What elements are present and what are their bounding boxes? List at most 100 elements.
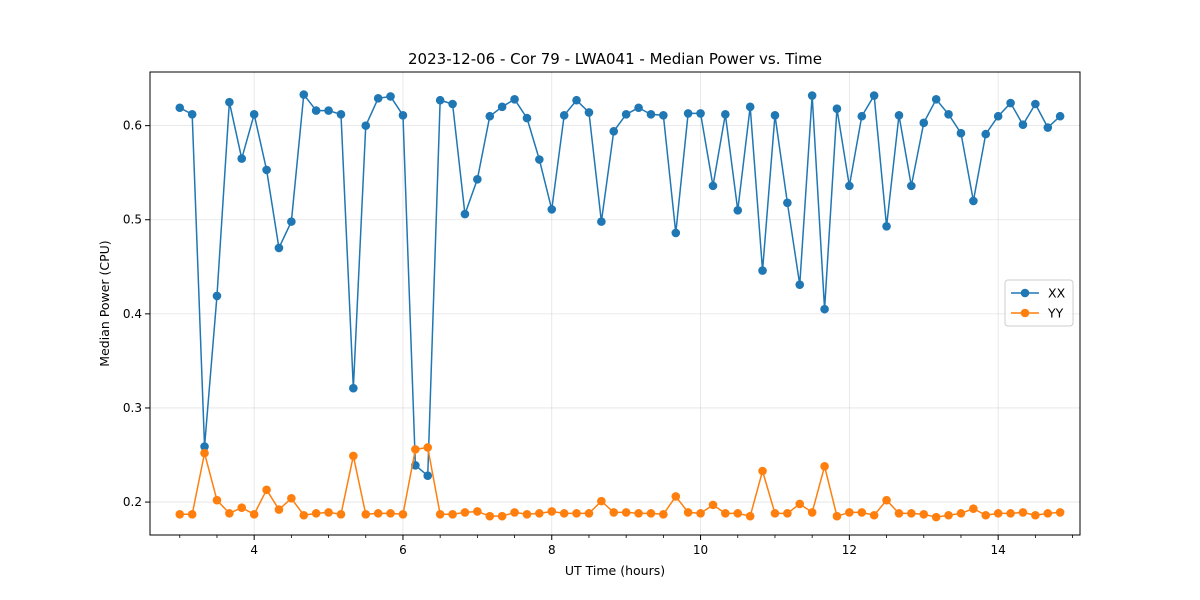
x-tick-label: 4: [250, 543, 258, 557]
data-point-yy: [1055, 508, 1065, 517]
data-point-xx: [857, 111, 867, 121]
x-tick-label: 14: [991, 543, 1006, 557]
data-point-xx: [845, 181, 854, 191]
data-point-xx: [572, 95, 581, 105]
data-point-xx: [894, 110, 904, 120]
data-point-xx: [299, 90, 309, 99]
data-point-yy: [336, 509, 346, 519]
data-point-xx: [944, 110, 953, 119]
data-point-xx: [423, 471, 433, 481]
data-point-yy: [398, 509, 408, 519]
data-point-xx: [361, 121, 371, 130]
data-point-xx: [311, 106, 321, 115]
data-point-xx: [200, 442, 209, 451]
data-point-yy: [696, 509, 705, 518]
data-point-xx: [237, 154, 247, 163]
data-point-yy: [919, 509, 929, 519]
data-point-yy: [708, 500, 718, 510]
data-point-yy: [659, 509, 668, 519]
data-point-xx: [175, 103, 185, 113]
data-point-yy: [783, 509, 792, 518]
data-point-yy: [373, 509, 383, 518]
x-tick-label: 12: [842, 543, 857, 557]
x-tick-label: 8: [548, 543, 556, 557]
series-group: [175, 90, 1065, 522]
data-point-yy: [944, 510, 953, 520]
data-point-yy: [969, 504, 978, 513]
y-tick-label: 0.4: [123, 307, 142, 321]
data-point-yy: [807, 508, 817, 517]
y-tick-label: 0.5: [123, 213, 142, 227]
legend-marker-yy: [1020, 308, 1030, 318]
data-point-yy: [559, 509, 569, 518]
data-point-xx: [981, 129, 991, 139]
data-point-xx: [559, 110, 569, 120]
data-point-xx: [187, 110, 197, 119]
data-point-yy: [894, 509, 904, 518]
data-point-xx: [597, 217, 606, 226]
data-point-yy: [460, 508, 470, 517]
data-point-yy: [572, 509, 581, 518]
x-axis: 4 6 8 10 12 14: [179, 535, 1073, 557]
data-point-xx: [820, 304, 829, 314]
data-point-yy: [311, 509, 321, 518]
x-tick-label: 10: [693, 543, 708, 557]
data-point-xx: [770, 110, 780, 120]
data-point-xx: [721, 110, 730, 119]
data-point-xx: [225, 97, 234, 107]
data-point-yy: [621, 508, 631, 517]
y-tick-label: 0.3: [123, 401, 142, 415]
data-point-yy: [510, 508, 519, 517]
data-point-xx: [249, 110, 259, 119]
data-point-yy: [497, 511, 507, 521]
data-point-yy: [820, 462, 829, 471]
data-point-yy: [597, 496, 606, 506]
data-point-xx: [1031, 99, 1040, 109]
data-point-xx: [646, 110, 656, 119]
data-point-yy: [324, 508, 333, 517]
data-point-yy: [262, 485, 271, 495]
legend-marker-xx: [1020, 288, 1030, 298]
data-point-xx: [1043, 123, 1053, 132]
data-point-xx: [274, 243, 284, 253]
data-point-xx: [460, 209, 470, 219]
data-point-yy: [274, 505, 284, 514]
data-point-xx: [522, 113, 532, 123]
data-point-xx: [683, 109, 693, 118]
data-point-xx: [485, 111, 495, 121]
y-tick-label: 0.6: [123, 119, 142, 133]
y-axis-label: Median Power (CPU): [97, 240, 112, 366]
data-point-xx: [956, 128, 966, 138]
data-point-xx: [882, 222, 891, 231]
data-point-yy: [473, 507, 482, 516]
data-point-yy: [869, 510, 879, 520]
data-point-yy: [485, 511, 495, 521]
data-point-xx: [832, 104, 842, 114]
data-point-xx: [373, 94, 383, 103]
data-point-yy: [435, 509, 445, 519]
data-point-yy: [237, 503, 247, 513]
data-point-xx: [212, 291, 222, 301]
data-point-xx: [783, 198, 792, 208]
data-point-xx: [547, 205, 557, 214]
data-point-xx: [349, 383, 358, 393]
data-point-yy: [907, 509, 916, 518]
data-point-xx: [1006, 98, 1015, 108]
data-point-yy: [423, 443, 433, 452]
data-point-yy: [349, 451, 358, 461]
data-point-yy: [758, 466, 767, 476]
data-point-yy: [1043, 509, 1053, 518]
legend-label-yy: YY: [1047, 306, 1064, 321]
plot-frame: [149, 71, 1081, 536]
data-point-yy: [770, 509, 780, 518]
data-point-xx: [510, 94, 519, 104]
data-point-yy: [609, 508, 619, 517]
data-point-yy: [857, 508, 867, 517]
data-point-yy: [361, 509, 371, 519]
data-point-yy: [882, 495, 891, 505]
data-point-xx: [398, 110, 408, 120]
data-point-yy: [187, 509, 197, 519]
data-point-xx: [448, 99, 457, 109]
data-point-xx: [1055, 111, 1065, 121]
